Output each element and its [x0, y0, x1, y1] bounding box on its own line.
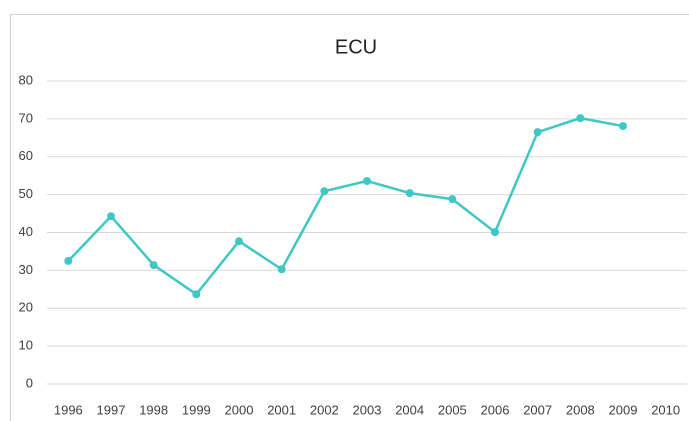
- y-tick-label: 0: [26, 375, 33, 390]
- x-tick-label: 2002: [310, 402, 339, 417]
- x-tick-label: 2007: [523, 402, 552, 417]
- x-tick-label: 2005: [438, 402, 467, 417]
- y-tick-label: 70: [19, 110, 33, 125]
- point: [405, 189, 414, 198]
- x-tick-label: 1999: [182, 402, 211, 417]
- point: [363, 176, 371, 185]
- x-tick-label: 1998: [139, 402, 168, 417]
- point: [320, 187, 329, 196]
- x-tick-label: 2009: [609, 402, 638, 417]
- x-tick-label: 2001: [267, 402, 296, 417]
- point: [107, 212, 115, 221]
- point: [576, 114, 585, 123]
- x-tick-label: 1996: [54, 402, 83, 417]
- y-tick-label: 30: [19, 262, 33, 277]
- point: [448, 195, 457, 204]
- x-tick-label: 2006: [481, 402, 510, 417]
- y-tick-label: 60: [19, 148, 33, 163]
- point: [149, 261, 158, 270]
- point: [619, 122, 627, 131]
- y-tick-label: 40: [19, 224, 33, 239]
- y-tick-label: 10: [19, 338, 33, 353]
- x-tick-label: 2010: [651, 402, 680, 417]
- x-tick-label: 2004: [395, 402, 424, 417]
- y-tick-label: 50: [19, 186, 33, 201]
- y-tick-label: 20: [19, 300, 33, 315]
- y-tick-label: 80: [19, 72, 33, 87]
- point: [192, 290, 201, 299]
- x-tick-label: 2008: [566, 402, 595, 417]
- point: [277, 265, 286, 274]
- point: [533, 128, 542, 137]
- chart-frame: [10, 14, 689, 421]
- x-tick-label: 1997: [97, 402, 126, 417]
- point: [235, 237, 243, 246]
- chart-title: ECU: [335, 36, 377, 58]
- point: [64, 256, 73, 265]
- series-line: [67, 116, 624, 296]
- x-tick-label: 2000: [225, 402, 254, 417]
- x-tick-label: 2003: [353, 402, 382, 417]
- point: [491, 228, 499, 237]
